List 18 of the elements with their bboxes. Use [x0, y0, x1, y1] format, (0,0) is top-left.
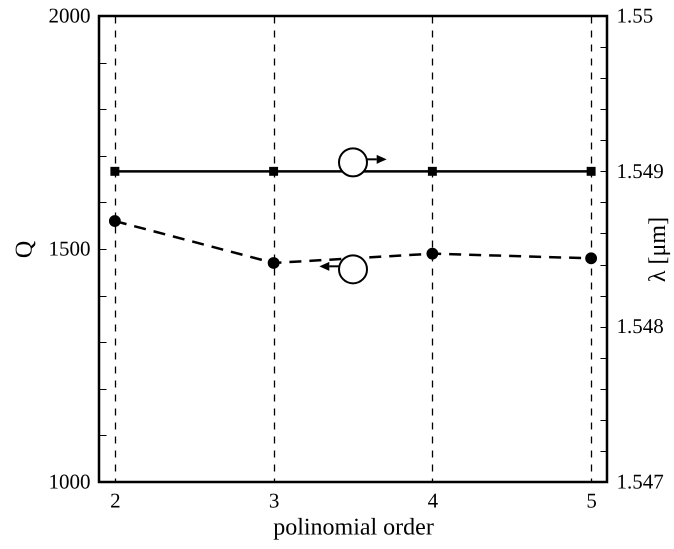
y2-tick-label: 1.549: [616, 158, 664, 183]
point: [426, 248, 438, 260]
y2-tick-label: 1.547: [616, 470, 664, 494]
x-tick-label: 3: [268, 488, 280, 512]
x-tick-label: 4: [428, 488, 439, 512]
point: [108, 215, 121, 227]
x-tick-label: 2: [110, 488, 121, 512]
y2-tick-label: 1.55: [616, 4, 654, 28]
y-tick-label: 1000: [48, 470, 90, 494]
y2-tick-label: 1.548: [616, 314, 664, 338]
point: [268, 257, 280, 269]
x-axis-title: polinomial order: [273, 514, 434, 540]
y-tick-label: 2000: [48, 4, 90, 28]
point: [585, 252, 598, 264]
y2-axis-title: λ [μm]: [644, 216, 671, 282]
y-axis-title: Q: [12, 240, 38, 258]
y-tick-label: 1500: [48, 236, 90, 260]
x-tick-label: 5: [586, 488, 597, 512]
